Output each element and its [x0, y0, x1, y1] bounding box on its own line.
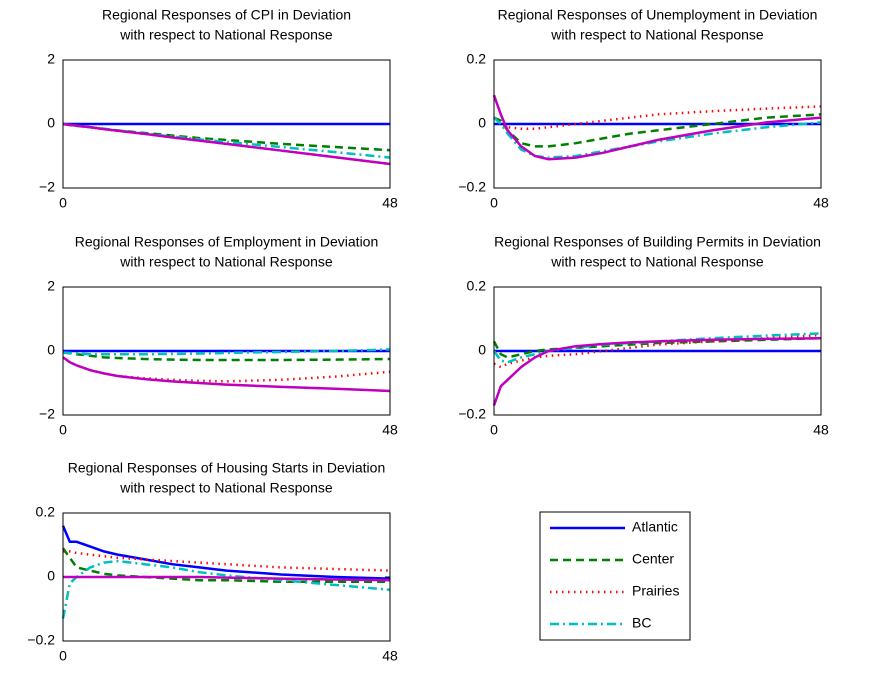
x-tick-label: 48 — [813, 422, 829, 438]
legend-label: Center — [632, 551, 674, 567]
plot-frame — [493, 286, 822, 416]
plot-frame — [62, 512, 391, 642]
y-tick-label: 0.2 — [36, 504, 56, 520]
series-line — [62, 351, 391, 362]
series-line — [63, 575, 391, 582]
chart-title: Regional Responses of Housing Starts in … — [68, 460, 386, 476]
series-line — [493, 333, 822, 369]
chart-subtitle: with respect to National Response — [550, 254, 764, 270]
y-tick-label: 0 — [47, 115, 55, 131]
plot-frame — [62, 286, 391, 416]
x-tick-label: 0 — [490, 195, 498, 211]
chart-subtitle: with respect to National Response — [119, 480, 333, 496]
y-tick-label: 0.2 — [467, 51, 487, 67]
y-tick-label: 0 — [478, 115, 486, 131]
series-line — [493, 105, 822, 131]
series-line — [62, 122, 391, 166]
legend-label: BC — [632, 615, 651, 631]
x-tick-label: 48 — [382, 195, 398, 211]
chart-title: Regional Responses of Employment in Devi… — [75, 234, 379, 250]
series-line — [492, 336, 822, 359]
y-tick-label: 2 — [47, 51, 55, 67]
y-tick-label: 2 — [47, 278, 55, 294]
legend-label: Prairies — [632, 583, 679, 599]
x-tick-label: 48 — [382, 648, 398, 664]
legend-box — [539, 511, 691, 641]
series-line — [62, 356, 391, 393]
series-line — [492, 336, 822, 406]
plot-frame — [493, 59, 822, 189]
y-tick-label: −2 — [39, 406, 55, 422]
plot-frame — [62, 59, 391, 189]
chart-subtitle: with respect to National Response — [119, 27, 333, 43]
y-tick-label: 0 — [47, 342, 55, 358]
series-line — [493, 113, 822, 148]
y-tick-label: −0.2 — [458, 406, 486, 422]
y-tick-label: 0 — [47, 568, 55, 584]
series-line — [492, 94, 822, 161]
y-tick-label: 0.2 — [467, 278, 487, 294]
x-tick-label: 48 — [382, 422, 398, 438]
x-tick-label: 0 — [59, 422, 67, 438]
chart-subtitle: with respect to National Response — [119, 254, 333, 270]
y-tick-label: −0.2 — [27, 632, 55, 648]
series-line — [62, 348, 391, 356]
series-line — [62, 122, 391, 152]
y-tick-label: −2 — [39, 179, 55, 195]
y-tick-label: 0 — [478, 342, 486, 358]
x-tick-label: 48 — [813, 195, 829, 211]
chart-subtitle: with respect to National Response — [550, 27, 764, 43]
y-tick-label: −0.2 — [458, 179, 486, 195]
series-line — [493, 116, 822, 159]
chart-title: Regional Responses of Building Permits i… — [494, 234, 821, 250]
legend-label: Atlantic — [632, 519, 678, 535]
series-line — [61, 525, 391, 580]
chart-title: Regional Responses of Unemployment in De… — [498, 7, 818, 23]
x-tick-label: 0 — [59, 195, 67, 211]
chart-title: Regional Responses of CPI in Deviation — [102, 7, 351, 23]
x-tick-label: 0 — [59, 648, 67, 664]
x-tick-label: 0 — [490, 422, 498, 438]
